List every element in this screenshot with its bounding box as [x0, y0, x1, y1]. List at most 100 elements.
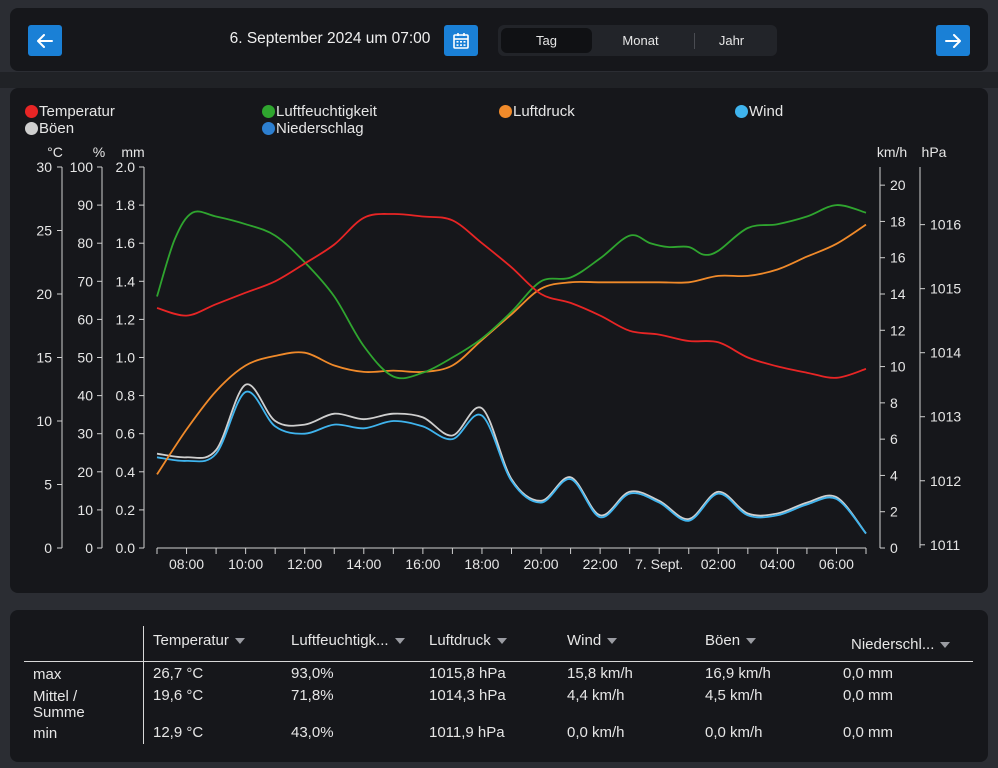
wind-tick-label: 8: [890, 395, 898, 411]
table-header-divider: [24, 661, 973, 662]
period-selector: Tag Monat Jahr: [498, 25, 777, 56]
legend-label: Wind: [749, 103, 784, 120]
column-header-luftfeuchtigkeit[interactable]: Luftfeuchtigk...: [291, 632, 405, 649]
row-label-mittel-summe: Mittel / Summe: [33, 688, 85, 721]
x-tick-label: 22:00: [583, 556, 618, 572]
pressure-unit-label: hPa: [922, 144, 947, 160]
column-header-label: Böen: [705, 632, 741, 649]
column-header-niederschlag[interactable]: Niederschl...: [851, 636, 951, 653]
precipitation-tick-label: 1.6: [116, 235, 136, 251]
divider-shade: [0, 72, 998, 88]
table-cell: 19,6 °C: [153, 687, 204, 704]
x-tick-label: 12:00: [287, 556, 322, 572]
table-cell: 16,9 km/h: [705, 665, 771, 682]
legend-label: Luftfeuchtigkeit: [276, 103, 377, 120]
temperature-tick-label: 5: [44, 477, 52, 493]
legend-dot: [25, 122, 38, 135]
row-label-max: max: [33, 666, 62, 683]
legend-item-temperatur[interactable]: Temperatur: [25, 103, 115, 120]
wind-tick-label: 14: [890, 286, 906, 302]
temperature-tick-label: 15: [36, 350, 52, 366]
pressure-tick-label: 1015: [930, 281, 961, 297]
column-header-wind[interactable]: Wind: [567, 632, 618, 649]
temperature-unit-label: °C: [47, 144, 63, 160]
temperature-tick-label: 10: [36, 413, 52, 429]
tab-divider: [694, 33, 695, 49]
table-cell: 0,0 mm: [843, 687, 894, 704]
column-header-temperatur[interactable]: Temperatur: [153, 632, 245, 649]
legend-dot: [262, 122, 275, 135]
x-tick-label: 16:00: [405, 556, 440, 572]
table-cell: 0,0 km/h: [567, 724, 625, 741]
precipitation-tick-label: 0.4: [116, 464, 136, 480]
column-header-boeen[interactable]: Böen: [705, 632, 757, 649]
precipitation-unit-label: mm: [121, 144, 144, 160]
tab-monat[interactable]: Monat: [622, 33, 659, 48]
x-tick-label: 04:00: [760, 556, 795, 572]
column-header-label: Luftdruck: [429, 632, 491, 649]
wind-tick-label: 6: [890, 431, 898, 447]
calendar-button[interactable]: [444, 25, 478, 56]
precipitation-tick-label: 0.8: [116, 388, 136, 404]
precipitation-tick-label: 2.0: [116, 159, 136, 175]
wind-tick-label: 4: [890, 467, 898, 483]
table-cell: 12,9 °C: [153, 724, 204, 741]
wind-unit-label: km/h: [877, 144, 907, 160]
humidity-tick-label: 60: [77, 311, 93, 327]
temperature-tick-label: 30: [36, 159, 52, 175]
x-tick-label: 02:00: [701, 556, 736, 572]
legend-label: Böen: [39, 120, 75, 137]
series-line-luftdruck: [156, 223, 867, 475]
calendar-icon: [453, 32, 469, 49]
legend-item-niederschlag[interactable]: Niederschlag: [262, 120, 364, 137]
tab-jahr[interactable]: Jahr: [718, 33, 745, 48]
row-label-min: min: [33, 725, 58, 742]
wind-tick-label: 10: [890, 359, 906, 375]
precipitation-tick-label: 1.2: [116, 311, 136, 327]
humidity-tick-label: 70: [77, 273, 93, 289]
column-header-label: Wind: [567, 632, 602, 649]
legend-item-boeen[interactable]: Böen: [25, 120, 74, 137]
sort-arrow-icon: [394, 637, 405, 644]
temperature-tick-label: 20: [36, 286, 52, 302]
pressure-tick-label: 1011: [930, 537, 960, 553]
column-header-luftdruck[interactable]: Luftdruck: [429, 632, 507, 649]
date-title: 6. September 2024 um 07:00: [229, 30, 431, 47]
x-tick-label: 7. Sept.: [635, 556, 683, 572]
x-tick-label: 20:00: [524, 556, 559, 572]
humidity-tick-label: 40: [77, 388, 93, 404]
legend-item-luftfeuchtigkeit[interactable]: Luftfeuchtigkeit: [262, 103, 377, 120]
x-tick-label: 14:00: [346, 556, 381, 572]
table-cell: 0,0 km/h: [705, 724, 763, 741]
legend-item-wind[interactable]: Wind: [735, 103, 783, 120]
precipitation-tick-label: 0.6: [116, 426, 136, 442]
wind-tick-label: 20: [890, 177, 906, 193]
temperature-tick-label: 25: [36, 223, 52, 239]
precipitation-tick-label: 0.0: [116, 540, 136, 556]
next-day-button[interactable]: [936, 25, 970, 56]
table-cell: 0,0 mm: [843, 724, 894, 741]
arrow-left-icon: [37, 33, 53, 48]
pressure-tick-label: 1014: [930, 345, 961, 361]
table-cell: 1015,8 hPa: [429, 665, 506, 682]
legend-label: Temperatur: [39, 103, 115, 120]
table-cell: 71,8%: [291, 687, 334, 704]
legend-label: Niederschlag: [276, 120, 364, 137]
humidity-tick-label: 0: [85, 540, 93, 556]
wind-tick-label: 0: [890, 540, 898, 556]
x-tick-label: 06:00: [819, 556, 854, 572]
wind-tick-label: 2: [890, 504, 898, 520]
sort-arrow-icon: [607, 637, 618, 644]
summary-table: Temperatur Luftfeuchtigk... Luftdruck Wi…: [10, 610, 988, 762]
humidity-tick-label: 20: [77, 464, 93, 480]
legend-item-luftdruck[interactable]: Luftdruck: [499, 103, 575, 120]
temperature-tick-label: 0: [44, 540, 52, 556]
column-header-label: Niederschl...: [851, 636, 935, 653]
legend-label: Luftdruck: [513, 103, 575, 120]
table-vertical-divider: [143, 626, 144, 744]
previous-day-button[interactable]: [28, 25, 62, 56]
table-cell: 4,5 km/h: [705, 687, 763, 704]
sort-arrow-icon: [234, 637, 245, 644]
humidity-tick-label: 10: [77, 502, 93, 518]
tab-tag[interactable]: Tag: [501, 28, 592, 53]
